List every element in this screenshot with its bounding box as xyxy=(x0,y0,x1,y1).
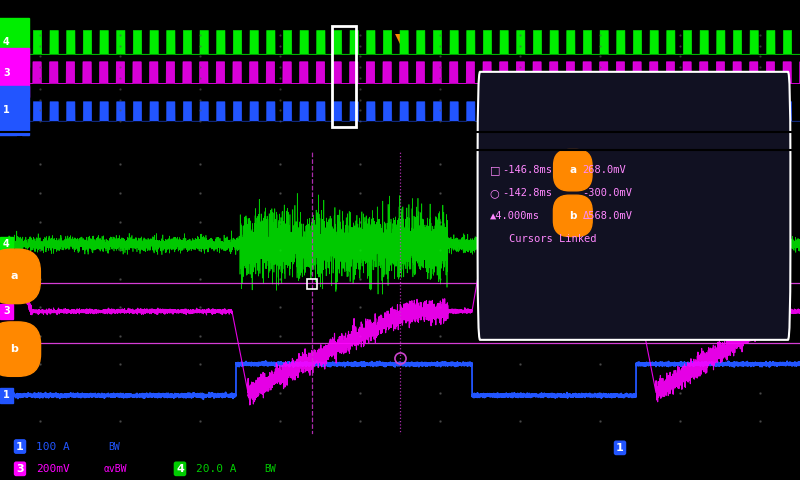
Text: 4: 4 xyxy=(3,37,10,48)
Text: Z 4.00ms: Z 4.00ms xyxy=(369,443,423,453)
Text: b: b xyxy=(10,344,18,354)
Text: ▲4.000ms: ▲4.000ms xyxy=(490,211,539,221)
Text: /: / xyxy=(636,441,644,455)
Text: 3: 3 xyxy=(3,68,10,78)
Text: 1: 1 xyxy=(3,106,10,115)
Text: -300.0mV: -300.0mV xyxy=(582,188,632,198)
Text: 3: 3 xyxy=(3,306,10,316)
Bar xyxy=(332,26,356,127)
Text: Δ568.0mV: Δ568.0mV xyxy=(582,211,632,221)
Text: 100 A: 100 A xyxy=(36,442,70,452)
Text: 1: 1 xyxy=(16,442,24,452)
Text: 200mV: 200mV xyxy=(36,464,70,474)
Text: 268.0mV: 268.0mV xyxy=(582,165,626,175)
Text: Stop: Stop xyxy=(24,5,54,19)
Text: 10M points: 10M points xyxy=(362,463,430,472)
Text: -146.8ms: -146.8ms xyxy=(502,165,553,175)
Text: ▼: ▼ xyxy=(0,479,1,480)
Text: ▼: ▼ xyxy=(394,31,406,45)
Text: M 100ms: M 100ms xyxy=(374,5,426,19)
Text: 7 Jul  2023: 7 Jul 2023 xyxy=(691,443,765,453)
Text: b: b xyxy=(569,211,577,221)
Text: a: a xyxy=(10,271,18,281)
FancyBboxPatch shape xyxy=(478,72,790,340)
Text: 1: 1 xyxy=(3,390,10,400)
Text: 1: 1 xyxy=(616,443,624,453)
Text: 16:09:52: 16:09:52 xyxy=(701,463,755,472)
Text: αvBW: αvBW xyxy=(104,464,127,474)
Text: -142.8ms: -142.8ms xyxy=(502,188,553,198)
Text: Zoom Position: -143ms: Zoom Position: -143ms xyxy=(272,136,414,146)
Text: Zoom Factor: 25 X: Zoom Factor: 25 X xyxy=(16,136,130,146)
Text: □: □ xyxy=(490,165,500,175)
Text: 10.0MS/s: 10.0MS/s xyxy=(509,443,563,453)
Text: ○: ○ xyxy=(490,188,499,198)
Text: 4: 4 xyxy=(176,464,184,474)
Text: 3: 3 xyxy=(16,464,24,474)
Text: BW: BW xyxy=(264,464,276,474)
Text: a: a xyxy=(570,165,576,175)
Text: BW: BW xyxy=(108,442,120,452)
Text: 20.0 A: 20.0 A xyxy=(196,464,237,474)
Text: 4: 4 xyxy=(3,240,10,249)
Text: 4.00 A: 4.00 A xyxy=(516,463,556,472)
Text: Cursors Linked: Cursors Linked xyxy=(509,234,596,244)
